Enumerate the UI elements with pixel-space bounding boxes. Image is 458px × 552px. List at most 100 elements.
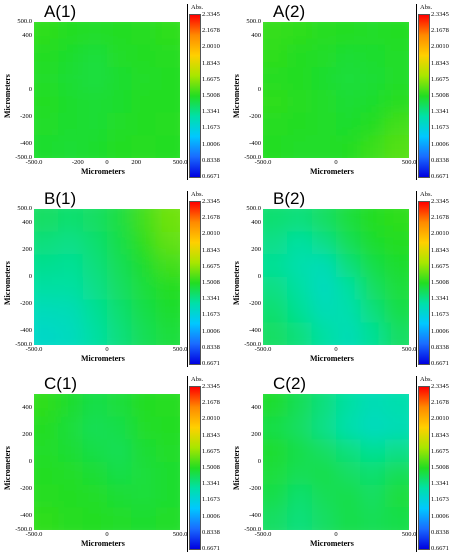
heatmap-cell xyxy=(82,209,108,233)
colorbar-tick-label: 1.5008 xyxy=(202,92,220,99)
heatmap-cell xyxy=(131,135,157,158)
heatmap-cell xyxy=(107,322,132,345)
heatmap-cell xyxy=(155,277,180,301)
heatmap-cell xyxy=(287,112,313,136)
heatmap-cell xyxy=(336,484,361,508)
colorbar-tick-label: 0.6671 xyxy=(202,545,220,552)
heatmap-cell xyxy=(131,416,157,440)
heatmap-cell xyxy=(107,507,132,530)
heatmap-cell xyxy=(336,135,361,158)
heatmap-cell xyxy=(82,135,108,158)
heatmap-cell xyxy=(131,507,157,530)
heatmap-cell xyxy=(263,112,288,136)
heatmap-cell xyxy=(131,462,157,486)
heatmap-cell xyxy=(311,416,337,440)
panel-title: B(1) xyxy=(44,189,77,208)
heatmap-cell xyxy=(58,462,84,486)
y-tick-label: 0 xyxy=(257,273,261,280)
heatmap-cell xyxy=(311,254,337,278)
y-tick-label: -400 xyxy=(20,327,32,335)
colorbar-axis-line xyxy=(416,191,417,367)
colorbar-tick-label: 1.8343 xyxy=(202,431,220,439)
heatmap-cell xyxy=(263,254,288,278)
heatmap-cell xyxy=(336,462,361,486)
y-tick-label: -500.0 xyxy=(15,154,32,161)
heatmap-cell xyxy=(287,90,313,114)
heatmap-cell xyxy=(311,135,337,158)
heatmap-cell xyxy=(311,209,337,233)
colorbar-tick-label: 0.8338 xyxy=(431,343,449,351)
heatmap-cell xyxy=(360,416,386,440)
colorbar-tick-label: 1.3341 xyxy=(202,295,220,303)
heatmap-cell xyxy=(263,394,288,418)
heatmap-cell xyxy=(107,416,132,440)
colorbar-tick-label: 1.3341 xyxy=(202,108,220,116)
heatmap-cell xyxy=(311,394,337,418)
heatmap-cell xyxy=(107,231,132,255)
heatmap-panel: A(2) 500.0 400 0 -200 -400 -500.0 -500.0 0 500.0 M… xyxy=(229,0,458,180)
heatmap-cell xyxy=(107,277,132,301)
heatmap-cell xyxy=(263,44,288,68)
colorbar-tick-label: 0.6671 xyxy=(202,173,220,180)
heatmap-cell xyxy=(263,416,288,440)
x-tick-label: -500.0 xyxy=(25,531,43,538)
heatmap-svg xyxy=(34,394,180,530)
colorbar-axis-line xyxy=(187,376,188,552)
heatmap-cell xyxy=(360,67,386,91)
colorbar-axis-line xyxy=(416,4,417,180)
heatmap-cell xyxy=(107,209,132,233)
y-tick-label: -400 xyxy=(249,327,261,335)
colorbar-tick-label: 1.6675 xyxy=(431,75,449,83)
x-tick-label: -500.0 xyxy=(254,159,272,166)
heatmap-cell xyxy=(263,90,288,114)
heatmap-cell xyxy=(155,90,180,114)
y-tick-label: -200 xyxy=(249,300,261,308)
heatmap-cell xyxy=(336,439,361,463)
heatmap-svg xyxy=(34,22,180,158)
heatmap-cell xyxy=(107,299,132,323)
y-axis-label: Micrometers xyxy=(3,261,12,305)
heatmap-cell xyxy=(360,484,386,508)
colorbar xyxy=(418,14,430,178)
heatmap-cell xyxy=(82,254,108,278)
colorbar-tick-label: 0.6671 xyxy=(431,545,449,552)
x-axis-label: Micrometers xyxy=(310,539,354,548)
heatmap-cell xyxy=(107,44,132,68)
x-tick-label: 500.0 xyxy=(401,159,417,166)
heatmap-cell xyxy=(287,299,313,323)
y-axis-label: Micrometers xyxy=(3,74,12,118)
colorbar-tick-label: 0.8338 xyxy=(202,343,220,351)
heatmap-cell xyxy=(384,439,409,463)
heatmap-cell xyxy=(82,22,108,46)
colorbar-tick-label: 1.5008 xyxy=(431,92,449,99)
colorbar-tick-label: 2.3345 xyxy=(431,383,449,390)
x-tick-label: 0 xyxy=(105,159,109,166)
heatmap-cell xyxy=(263,277,288,301)
heatmap-cell xyxy=(34,416,59,440)
heatmap-cell xyxy=(107,135,132,158)
colorbar-axis-line xyxy=(187,4,188,180)
x-tick-label: 200 xyxy=(131,159,142,166)
heatmap-cell xyxy=(311,322,337,345)
heatmap-cell xyxy=(287,394,313,418)
colorbar-tick-label: 2.0010 xyxy=(202,230,220,238)
heatmap-cell xyxy=(360,112,386,136)
x-axis-label: Micrometers xyxy=(310,354,354,363)
panel-title: B(2) xyxy=(273,189,306,208)
x-tick-label: 500.0 xyxy=(172,159,188,166)
colorbar-tick-label: 2.1678 xyxy=(202,27,220,35)
x-tick-label: -500.0 xyxy=(25,159,43,166)
y-tick-label: -400 xyxy=(249,140,261,148)
y-tick-label: 200 xyxy=(251,245,261,253)
heatmap-area xyxy=(263,22,409,158)
colorbar-unit-label: Abs. xyxy=(420,4,433,11)
x-axis-label: Micrometers xyxy=(310,167,354,176)
heatmap-cell xyxy=(82,394,108,418)
heatmap-cell xyxy=(34,254,59,278)
x-tick-label: 0 xyxy=(105,346,109,353)
heatmap-cell xyxy=(263,322,288,345)
heatmap-cell xyxy=(384,462,409,486)
heatmap-cell xyxy=(336,322,361,345)
heatmap-cell xyxy=(131,209,157,233)
heatmap-cell xyxy=(34,322,59,345)
